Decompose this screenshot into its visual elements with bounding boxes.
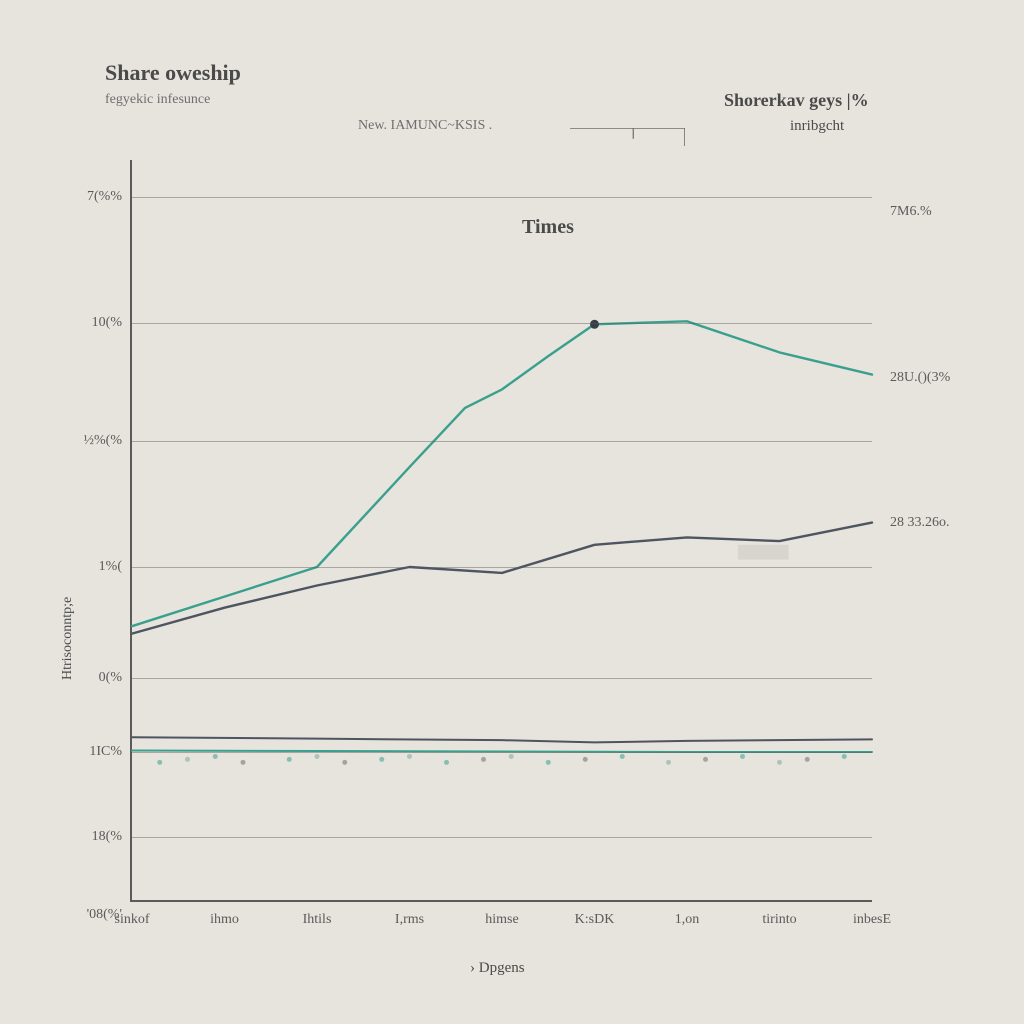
bracket-icon [570,128,685,146]
peak-marker [590,320,599,329]
series-svg [132,160,872,900]
scatter-dot [185,757,190,762]
chart-page: { "header": { "title": "Share oweship", … [0,0,1024,1024]
y-axis-label: Htrisoconntp;e [60,597,76,680]
gridline [132,323,872,324]
scatter-dot [407,754,412,759]
right-value-label: 28U.()(3% [872,370,950,386]
scatter-dot [509,754,514,759]
patch-block [738,545,789,560]
right-title: Shorerkav geys |% [724,90,869,111]
x-tick-label: K:sDK [575,912,615,928]
scatter-dot [157,760,162,765]
plot-area: Times 7(%%10(%½%(%1%(0(%1IC%18(%'08(%'si… [130,160,872,902]
gridline [132,837,872,838]
x-tick-label: inbesE [853,912,891,928]
gridline [132,441,872,442]
series-flat-gray [132,737,872,742]
chart-title: Share oweship [105,60,241,86]
scatter-dot [379,757,384,762]
right-subtitle: inribgcht [790,118,844,135]
scatter-dot [546,760,551,765]
scatter-dot [342,760,347,765]
gridline [132,197,872,198]
right-value-label: 28 33.26o. [872,515,950,531]
x-tick-label: sinkof [115,912,150,928]
scatter-dot [805,757,810,762]
y-tick-label: 0(% [99,670,132,686]
y-tick-label: 18(% [92,829,132,845]
y-tick-label: ½%(% [84,433,133,449]
x-tick-label: ihmo [210,912,239,928]
x-axis-label: › Dpgens [470,960,525,977]
y-tick-label: 1%( [99,559,132,575]
scatter-dot [213,754,218,759]
series-gray-line [132,523,872,634]
scatter-dot [241,760,246,765]
scatter-dot [444,760,449,765]
scatter-dot [583,757,588,762]
right-value-label: 7M6.% [872,204,932,220]
scatter-dot [287,757,292,762]
scatter-dot [666,760,671,765]
x-tick-label: himse [485,912,518,928]
x-tick-label: Ihtils [303,912,332,928]
scatter-dot [315,754,320,759]
y-tick-label: 1IC% [89,744,132,760]
y-tick-label: 7(%% [87,189,132,205]
scatter-dot [703,757,708,762]
gridline [132,567,872,568]
x-tick-label: 1,on [675,912,700,928]
x-tick-label: I,rms [395,912,424,928]
chart-subtitle: fegyekic infesunce [105,92,210,108]
scatter-dot [842,754,847,759]
scatter-dot [777,760,782,765]
gridline [132,678,872,679]
scatter-dot [620,754,625,759]
series-teal-line [132,321,872,626]
scatter-dot [481,757,486,762]
scatter-dot [740,754,745,759]
top-annotation: New. IAMUNC~KSIS . [358,118,492,134]
gridline [132,752,872,753]
y-tick-label: 10(% [92,315,132,331]
x-tick-label: tirinto [762,912,796,928]
